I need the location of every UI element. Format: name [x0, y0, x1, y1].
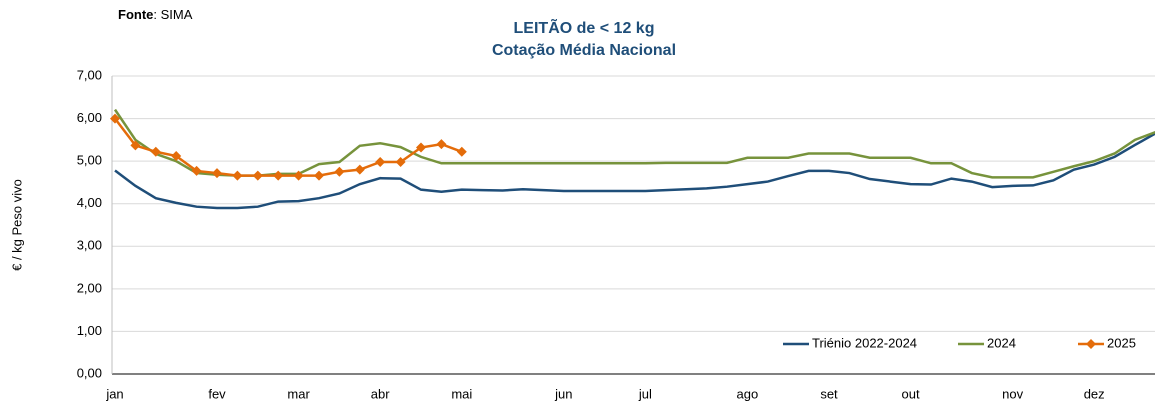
- series-marker: [171, 151, 182, 162]
- series-marker: [395, 156, 406, 167]
- series-marker: [293, 170, 304, 181]
- y-tick-label: 2,00: [77, 280, 102, 295]
- source-text: : SIMA: [153, 7, 192, 22]
- series-marker: [212, 168, 222, 179]
- x-tick-label: jan: [105, 386, 123, 401]
- x-tick-label: fev: [208, 386, 226, 401]
- series-marker: [375, 156, 386, 167]
- y-tick-label: 4,00: [77, 195, 102, 210]
- x-tick-label: abr: [371, 386, 390, 401]
- legend-marker: [1086, 339, 1096, 349]
- series-marker: [314, 170, 324, 181]
- series-marker: [456, 146, 467, 157]
- x-tick-label: jul: [638, 386, 652, 401]
- y-axis-label: € / kg Peso vivo: [9, 179, 24, 271]
- x-tick-label: dez: [1084, 386, 1105, 401]
- y-tick-label: 7,00: [77, 67, 102, 82]
- y-tick-label: 5,00: [77, 153, 102, 168]
- x-tick-label: nov: [1002, 386, 1023, 401]
- chart-title: LEITÃO de < 12 kg: [514, 17, 655, 37]
- x-tick-label: out: [902, 386, 920, 401]
- x-tick-label: set: [820, 386, 838, 401]
- y-tick-label: 3,00: [77, 238, 102, 253]
- source-label: Fonte: [118, 7, 153, 22]
- x-tick-label: mar: [287, 386, 310, 401]
- series-marker: [436, 139, 447, 150]
- legend-label: 2025: [1107, 335, 1136, 350]
- legend-label: 2024: [987, 335, 1016, 350]
- series-marker: [130, 140, 141, 151]
- source: Fonte: SIMA: [118, 7, 193, 22]
- x-tick-label: mai: [451, 386, 472, 401]
- series-line: [113, 108, 1155, 179]
- series-marker: [191, 165, 202, 176]
- y-tick-label: 6,00: [77, 110, 102, 125]
- series-marker: [273, 170, 284, 181]
- series-marker: [334, 166, 345, 177]
- series-marker: [150, 146, 161, 157]
- x-tick-label: ago: [737, 386, 759, 401]
- series-marker: [252, 170, 263, 181]
- series-marker: [416, 142, 426, 153]
- y-tick-label: 0,00: [77, 365, 102, 380]
- series-marker: [110, 113, 120, 124]
- series-line: [114, 132, 1155, 210]
- chart-subtitle: Cotação Média Nacional: [492, 42, 676, 59]
- series-line: [114, 117, 463, 177]
- x-tick-label: jun: [554, 386, 572, 401]
- series-marker: [232, 170, 243, 181]
- legend-label: Triénio 2022-2024: [812, 335, 917, 350]
- y-tick-label: 1,00: [77, 323, 102, 338]
- series-marker: [354, 164, 365, 175]
